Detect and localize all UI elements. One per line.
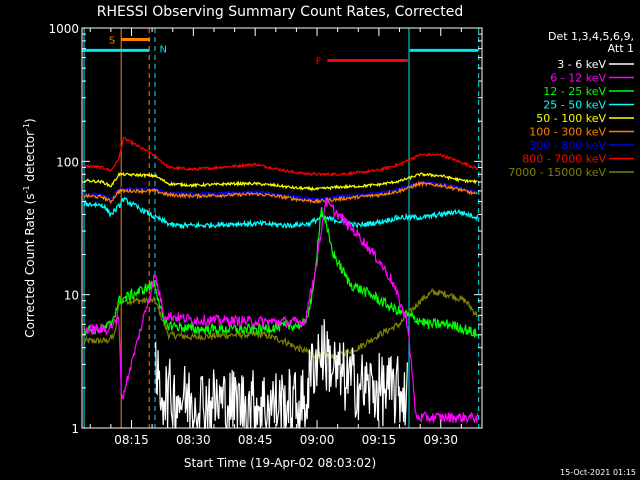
series-line-1 [83,197,479,425]
series-line-7 [83,136,479,177]
legend-label-4: 50 - 100 keV [536,112,606,125]
y-axis: 1 10 100 1000 [48,22,482,436]
series-line-2 [83,207,479,338]
legend-label-1: 6 - 12 keV [550,72,606,85]
chart-title: RHESSI Observing Summary Count Rates, Co… [97,4,463,20]
legend-label-2: 12 - 25 keV [543,85,606,98]
flag-label-1: N [160,44,167,55]
legend-label-0: 3 - 6 keV [557,58,606,71]
x-tick-label: 09:30 [423,433,458,447]
series-line-3 [83,196,479,230]
x-tick-label: 08:45 [238,433,273,447]
x-axis: 08:15 08:30 08:45 09:00 09:15 09:30 [89,28,462,447]
x-tick-label: 08:15 [114,433,149,447]
legend-header-line-2: Att 1 [608,42,634,55]
legend-header-line-1: Det 1,3,4,5,6,9, [548,30,634,43]
series-line-4 [83,171,478,192]
footer-timestamp: 15-Oct-2021 01:15 [560,468,636,477]
legend-label-8: 7000 - 15000 keV [508,166,606,179]
plot-frame [81,27,483,429]
y-tick-label: 1 [71,422,79,436]
series-line-5 [83,180,478,205]
y-tick-label: 100 [56,155,79,169]
y-tick-label: 10 [64,289,79,303]
flag-label-3: F [316,57,322,68]
legend-label-5: 100 - 300 keV [529,126,606,139]
legend-label-3: 25 - 50 keV [543,99,606,112]
legend-label-6: 300 - 800 keV [529,139,606,152]
flag-label-0: S [109,35,115,46]
legend-label-7: 800 - 7000 keV [522,153,606,166]
x-axis-label: Start Time (19-Apr-02 08:03:02) [184,456,376,470]
x-tick-label: 09:00 [300,433,335,447]
series-line-8 [83,287,478,360]
x-tick-label: 08:30 [176,433,211,447]
y-tick-label: 1000 [48,22,79,36]
x-tick-label: 09:15 [362,433,397,447]
y-axis-label: Corrected Count Rate (s-1 detector-1) [22,118,37,337]
